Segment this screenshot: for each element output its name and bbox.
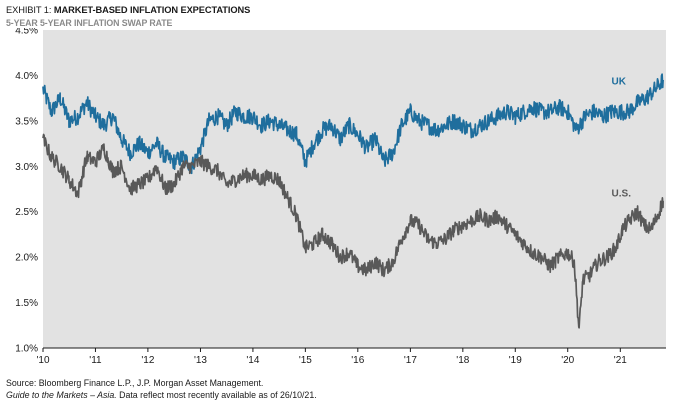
x-tick-label: '17	[404, 355, 417, 366]
x-tick-label: '11	[89, 355, 102, 366]
chart-title: MARKET-BASED INFLATION EXPECTATIONS	[53, 5, 251, 15]
title-line: EXHIBIT 1: MARKET-BASED INFLATION EXPECT…	[6, 4, 673, 16]
y-tick-label: 3.0%	[15, 162, 38, 173]
y-tick-label: 4.0%	[15, 71, 38, 82]
x-tick-label: '15	[299, 355, 312, 366]
y-tick-label: 3.5%	[15, 116, 38, 127]
x-tick-label: '16	[351, 355, 364, 366]
exhibit-label: EXHIBIT 1:	[6, 5, 52, 15]
series-lines	[42, 73, 664, 329]
guide-rest: Data reflect most recently available as …	[116, 390, 317, 400]
source-note: Source: Bloomberg Finance L.P., J.P. Mor…	[6, 378, 264, 388]
y-tick-label: 4.5%	[15, 28, 38, 37]
chart-footer: Source: Bloomberg Finance L.P., J.P. Mor…	[6, 377, 317, 401]
chart-header: EXHIBIT 1: MARKET-BASED INFLATION EXPECT…	[6, 4, 673, 29]
series-labels: UK U.S.	[612, 77, 632, 200]
x-tick-label: '18	[456, 355, 469, 366]
plot-background	[43, 30, 666, 348]
uk-label: UK	[612, 77, 627, 88]
y-tick-label: 2.5%	[15, 207, 38, 218]
y-tick-label: 2.0%	[15, 253, 38, 264]
y-axis: 1.0% 1.5% 2.0% 2.5% 3.0% 3.5% 4.0% 4.5%	[15, 26, 38, 355]
x-axis: '10 '11 '12 '13 '14 '15 '16 '17 '18 '19 '20 '21	[36, 347, 666, 366]
x-tick-label: '21	[614, 355, 627, 366]
x-tick-label: '19	[509, 355, 522, 366]
series-line-us	[42, 133, 664, 329]
y-tick-label: 1.5%	[15, 298, 38, 309]
chart-area: 1.0% 1.5% 2.0% 2.5% 3.0% 3.5% 4.0% 4.5% '10'11 '…	[0, 26, 679, 373]
us-label: U.S.	[612, 188, 632, 199]
x-tick-label: '13	[194, 355, 207, 366]
x-tick-label: '14	[246, 355, 259, 366]
x-tick-label: '20	[561, 355, 574, 366]
x-tick-label: '10	[36, 355, 49, 366]
guide-note: Guide to the Markets – Asia. Data reflec…	[6, 389, 317, 401]
y-tick-label: 1.0%	[15, 344, 38, 355]
x-tick-label: '12	[141, 355, 154, 366]
guide-italic: Guide to the Markets – Asia.	[6, 390, 117, 400]
series-line-uk	[42, 73, 664, 175]
line-chart: 1.0%1.5%2.0%2.5%3.0%3.5%4.0%4.5% '10'11 '…	[15, 26, 666, 366]
chart-subtitle: 5-YEAR 5-YEAR INFLATION SWAP RATE	[6, 18, 173, 28]
